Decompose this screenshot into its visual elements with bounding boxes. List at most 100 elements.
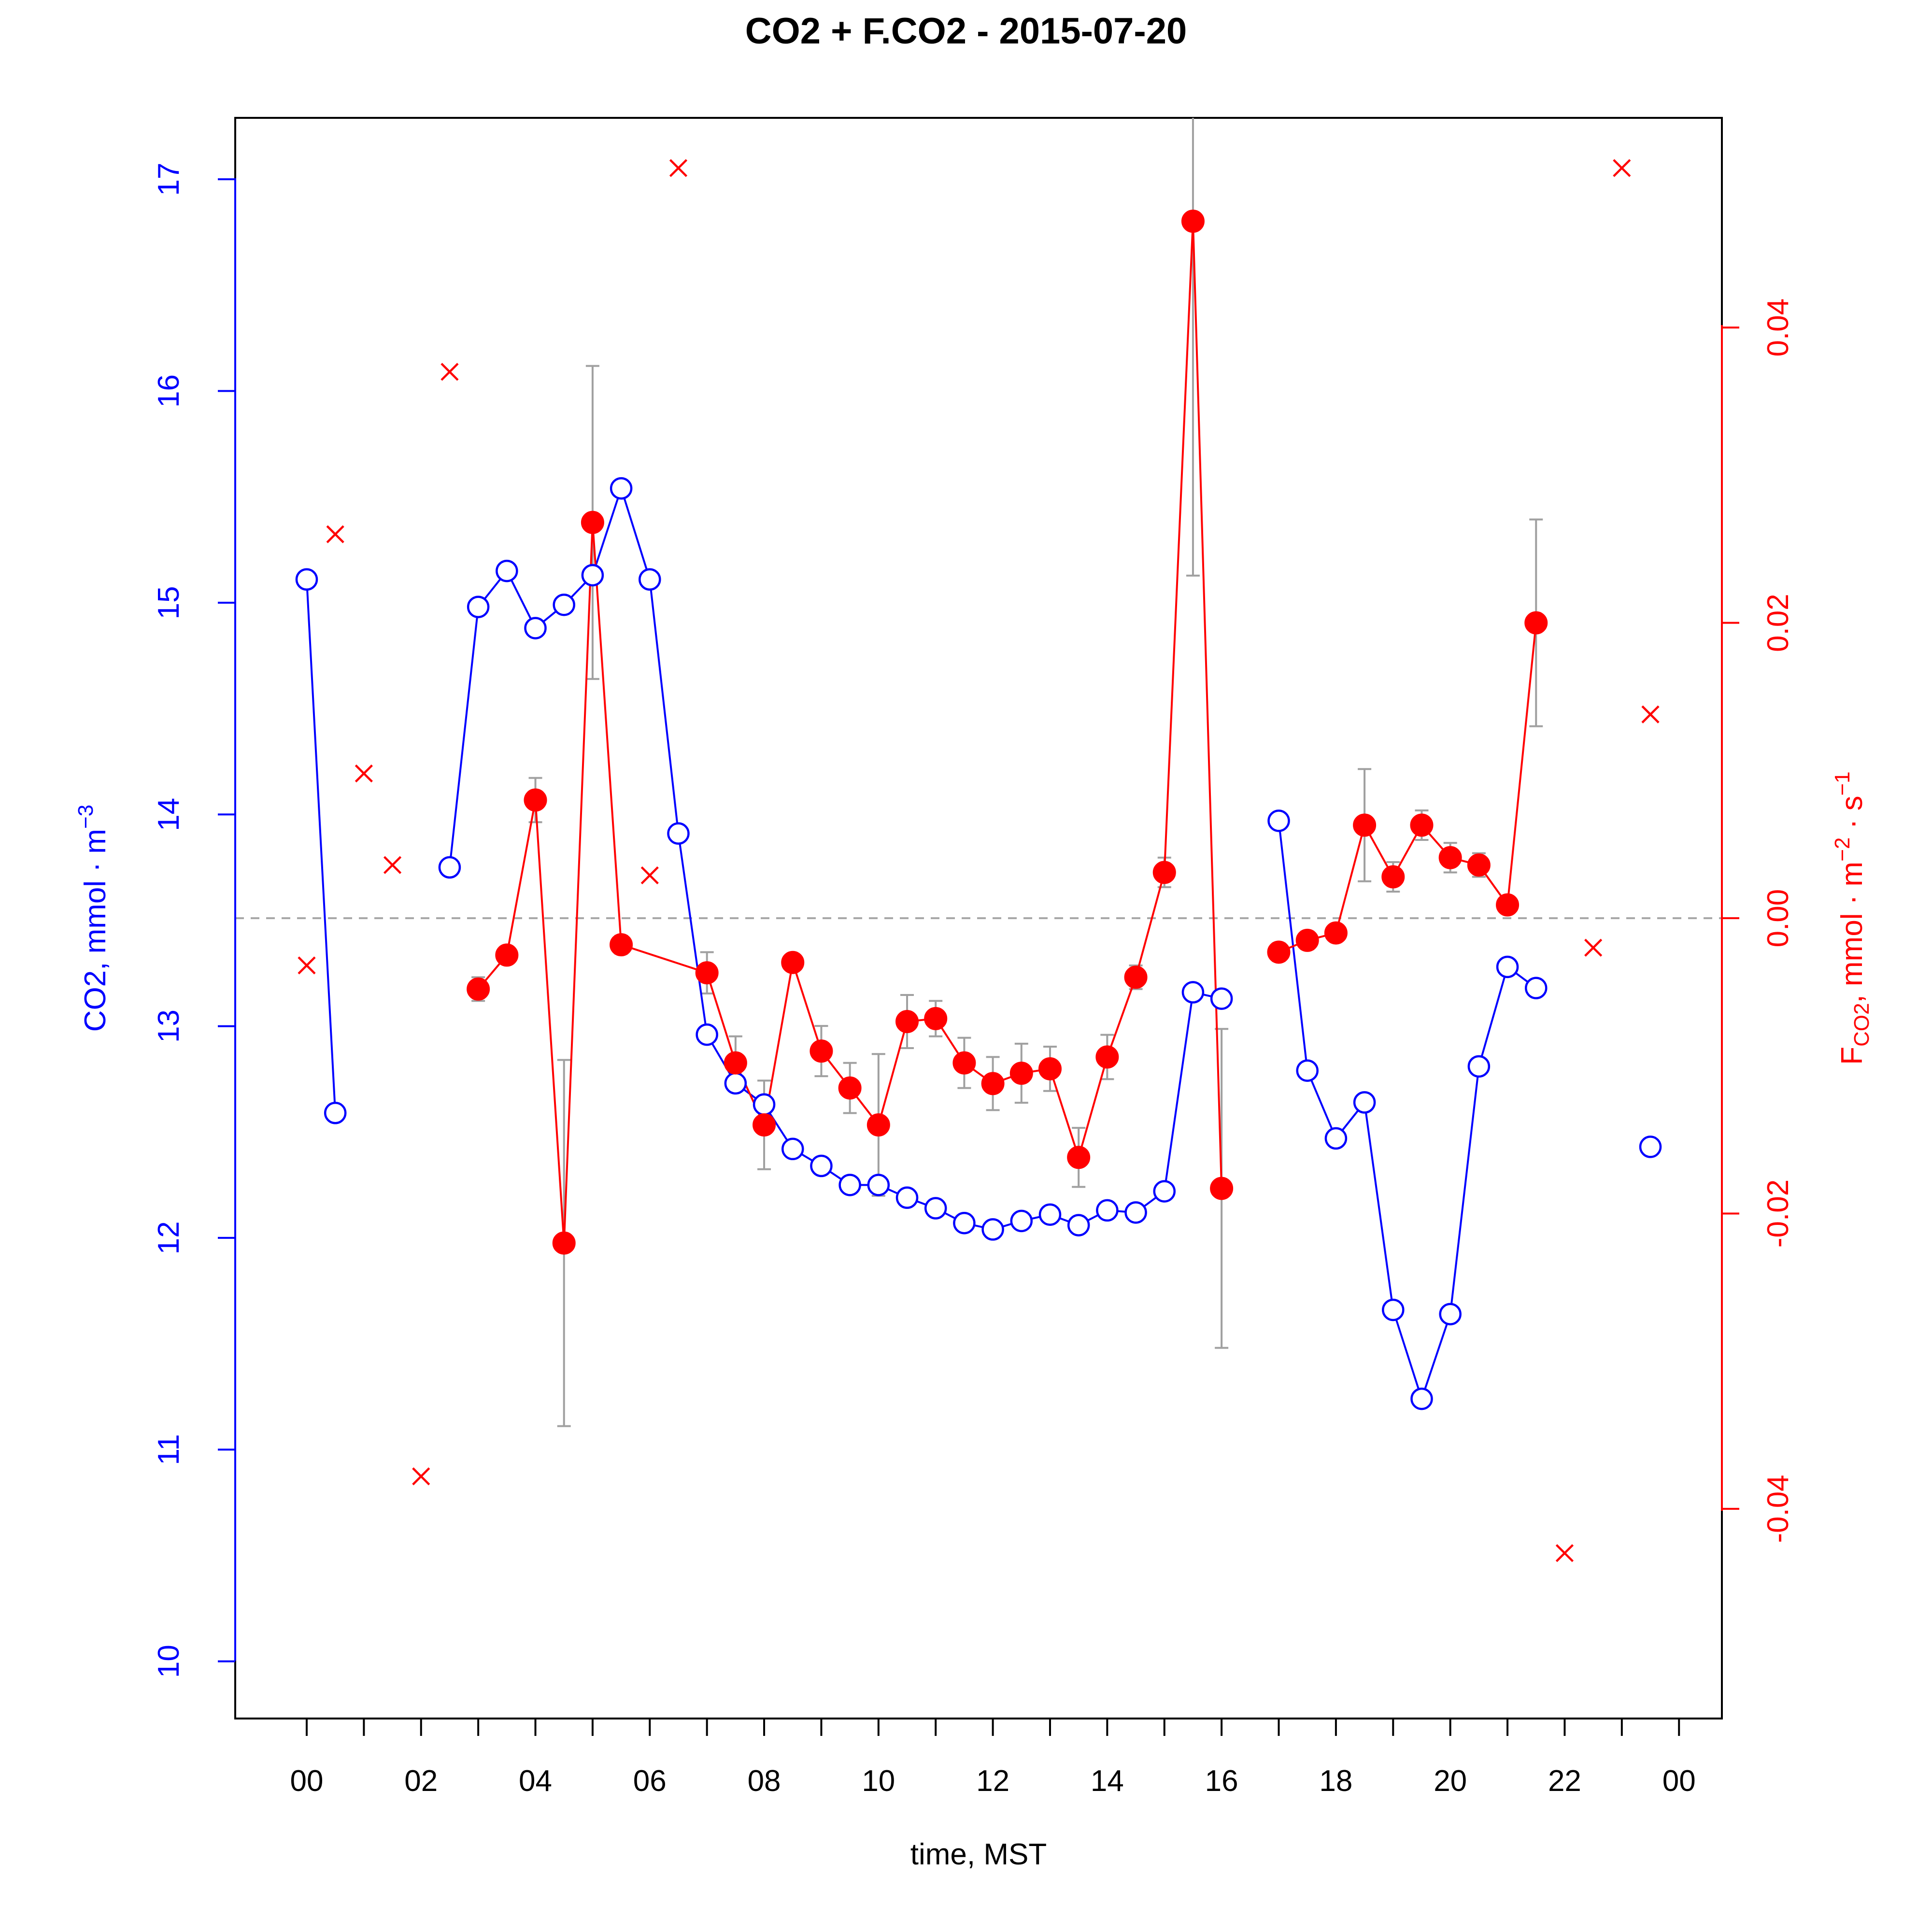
x-tick-label-2: 04: [519, 1764, 552, 1798]
y-left-axis: 10 11 12 13 14 15 16 17: [152, 163, 236, 1678]
x-tick-label-10: 20: [1434, 1764, 1467, 1798]
series-0-line-1: [448, 485, 1222, 1231]
series-0-point-39: [1525, 977, 1548, 999]
series-1-point-1: [495, 943, 519, 967]
series-0-point-1: [324, 1102, 347, 1124]
y-right-tick-label-0: -0.04: [1762, 1475, 1795, 1543]
y-right-tick-label-2: 0.00: [1762, 889, 1795, 948]
series-0-point-35: [1410, 1387, 1433, 1410]
series-0-point-13: [753, 1093, 776, 1116]
series-2-point-6: [640, 866, 659, 884]
series-1-point-31: [1438, 846, 1462, 869]
series-1-point-34: [1524, 611, 1548, 635]
series-0-point-7: [581, 564, 604, 587]
x-tick-label-12: 00: [1662, 1764, 1696, 1798]
series-0-point-5: [524, 617, 547, 639]
series-2-point-5: [440, 363, 459, 381]
series-0-point-26: [1124, 1201, 1147, 1224]
series-0-point-0: [295, 568, 318, 591]
series-1-line-1: [1278, 623, 1537, 953]
series-2-point-9: [1584, 938, 1603, 957]
series-0-point-24: [1067, 1214, 1090, 1236]
chart-title: CO2 + F.CO2 - 2015-07-20: [745, 11, 1187, 52]
series-2-point-0: [298, 956, 316, 975]
series-1-point-20: [1095, 1045, 1119, 1069]
y-left-tick-label-5: 15: [152, 586, 185, 619]
series-1-point-23: [1181, 210, 1205, 233]
series-1-point-8: [753, 1113, 776, 1137]
series-1-point-0: [467, 977, 490, 1001]
series-0-point-38: [1496, 955, 1519, 979]
series-0-point-19: [924, 1197, 947, 1220]
series-0-point-2: [438, 856, 461, 879]
series-0-point-18: [895, 1186, 919, 1209]
series-2-point-4: [412, 1467, 430, 1486]
series-1-point-26: [1295, 928, 1319, 952]
y-left-tick-label-0: 10: [152, 1645, 185, 1678]
series-1-point-21: [1124, 966, 1148, 989]
x-tick-label-5: 10: [862, 1764, 895, 1798]
series-2-point-8: [1555, 1544, 1574, 1563]
series-0-line-2: [1278, 821, 1537, 1402]
series-0-point-34: [1382, 1298, 1405, 1321]
series-0-point-27: [1153, 1180, 1176, 1203]
series-0-point-16: [838, 1174, 861, 1196]
series-0-point-21: [981, 1218, 1004, 1241]
y-right-tick-label-1: -0.02: [1762, 1179, 1795, 1248]
series-1-point-11: [838, 1076, 862, 1100]
series-0-point-40: [1639, 1136, 1662, 1158]
series-1-point-4: [581, 511, 604, 534]
series-0-point-29: [1210, 987, 1233, 1010]
y-right-axis-label-sub: CO2: [1850, 1003, 1874, 1046]
series-0-point-6: [553, 593, 575, 616]
y-left-axis-label-text: CO2, mmol · m: [79, 829, 112, 1032]
y-left-tick-label-1: 11: [152, 1434, 185, 1465]
x-tick-label-3: 06: [633, 1764, 667, 1798]
series-1-point-15: [952, 1051, 976, 1075]
series-0-line-0: [305, 579, 337, 1113]
series-1-point-19: [1067, 1146, 1091, 1169]
series-0-point-36: [1439, 1303, 1462, 1325]
series-1-point-32: [1467, 853, 1491, 877]
series-0-point-10: [667, 822, 690, 845]
series-0-point-28: [1181, 981, 1205, 1004]
series-1-point-27: [1324, 921, 1348, 945]
series-0-point-33: [1353, 1091, 1376, 1114]
series-0-point-30: [1267, 810, 1290, 832]
y-left-tick-label-2: 12: [152, 1221, 185, 1254]
y-right-axis-label-sup2: −1: [1831, 771, 1854, 796]
y-right-axis-label-base: F: [1835, 1047, 1869, 1065]
marker-layer: [295, 159, 1662, 1563]
series-0-point-23: [1038, 1203, 1062, 1226]
series-1-point-5: [610, 933, 633, 957]
y-left-tick-label-6: 16: [152, 374, 185, 408]
y-right-axis-label-mid: · s: [1835, 796, 1869, 837]
y-left-tick-label-4: 14: [152, 798, 185, 831]
series-0-point-25: [1096, 1199, 1119, 1222]
series-1-point-33: [1496, 893, 1520, 917]
y-left-tick-label-3: 13: [152, 1009, 185, 1043]
x-tick-label-11: 22: [1548, 1764, 1581, 1798]
series-1-point-24: [1210, 1177, 1234, 1200]
series-0-point-17: [867, 1174, 890, 1196]
series-2-point-1: [326, 525, 344, 543]
series-1-point-9: [781, 951, 805, 974]
series-0-point-4: [496, 559, 518, 582]
y-left-axis-label-sup: −3: [74, 805, 98, 829]
series-1-point-6: [695, 961, 719, 985]
series-0-point-31: [1296, 1059, 1319, 1082]
x-tick-label-4: 08: [748, 1764, 781, 1798]
y-right-axis-label-unit: , mmol · m: [1835, 862, 1869, 1003]
y-right-axis-label-sup1: −2: [1831, 838, 1854, 862]
y-right-tick-label-3: 0.02: [1762, 594, 1795, 652]
y-left-tick-label-7: 17: [152, 163, 185, 196]
series-1-point-14: [924, 1007, 948, 1030]
series-1-point-17: [1009, 1062, 1033, 1085]
y-right-axis: -0.04 -0.02 0.00 0.02 0.04: [1721, 298, 1795, 1543]
x-axis-label: time, MST: [910, 1838, 1047, 1871]
series-0-point-22: [1010, 1209, 1033, 1233]
y-right-axis-label: FCO2, mmol · m−2 · s−1: [1831, 771, 1874, 1065]
series-1-point-25: [1267, 940, 1291, 964]
series-1-point-13: [895, 1010, 919, 1034]
